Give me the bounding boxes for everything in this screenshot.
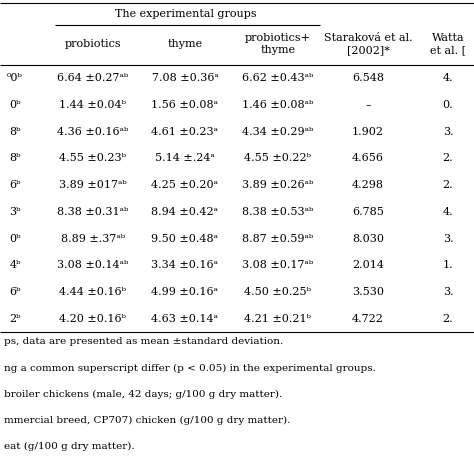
Text: 6.548: 6.548 (352, 73, 384, 83)
Text: 0ᵇ: 0ᵇ (9, 234, 21, 244)
Text: 3.: 3. (443, 234, 453, 244)
Text: 4.50 ±0.25ᵇ: 4.50 ±0.25ᵇ (245, 287, 311, 297)
Text: 9.50 ±0.48ᵃ: 9.50 ±0.48ᵃ (152, 234, 219, 244)
Text: probiotics+
thyme: probiotics+ thyme (245, 33, 311, 55)
Text: 8ᵇ: 8ᵇ (9, 154, 21, 164)
Text: 8.38 ±0.53ᵃᵇ: 8.38 ±0.53ᵃᵇ (242, 207, 314, 217)
Text: 2.: 2. (443, 180, 453, 190)
Text: 4ᵇ: 4ᵇ (9, 260, 21, 270)
Text: 3ᵇ: 3ᵇ (9, 207, 21, 217)
Text: 4.722: 4.722 (352, 314, 384, 324)
Text: 1.: 1. (443, 260, 453, 270)
Text: 7.08 ±0.36ᵃ: 7.08 ±0.36ᵃ (152, 73, 219, 83)
Text: 4.36 ±0.16ᵃᵇ: 4.36 ±0.16ᵃᵇ (57, 127, 128, 137)
Text: 3.08 ±0.14ᵃᵇ: 3.08 ±0.14ᵃᵇ (57, 260, 128, 270)
Text: –: – (365, 100, 371, 110)
Text: 4.20 ±0.16ᵇ: 4.20 ±0.16ᵇ (60, 314, 127, 324)
Text: Staraková et al.
[2002]*: Staraková et al. [2002]* (324, 33, 412, 55)
Text: 1.56 ±0.08ᵃ: 1.56 ±0.08ᵃ (152, 100, 219, 110)
Text: 2.: 2. (443, 154, 453, 164)
Text: 8ᵇ: 8ᵇ (9, 127, 21, 137)
Text: ps, data are presented as mean ±standard deviation.: ps, data are presented as mean ±standard… (4, 337, 283, 346)
Text: 6.64 ±0.27ᵃᵇ: 6.64 ±0.27ᵃᵇ (57, 73, 128, 83)
Text: ng a common superscript differ (p < 0.05) in the experimental groups.: ng a common superscript differ (p < 0.05… (4, 364, 376, 373)
Text: 3.: 3. (443, 127, 453, 137)
Text: 4.55 ±0.22ᵇ: 4.55 ±0.22ᵇ (245, 154, 311, 164)
Text: 6ᵇ: 6ᵇ (9, 287, 21, 297)
Text: 3.: 3. (443, 287, 453, 297)
Text: ⁰0ᵇ: ⁰0ᵇ (7, 73, 23, 83)
Text: 4.44 ±0.16ᵇ: 4.44 ±0.16ᵇ (60, 287, 127, 297)
Text: 6.785: 6.785 (352, 207, 384, 217)
Text: 4.99 ±0.16ᵃ: 4.99 ±0.16ᵃ (152, 287, 219, 297)
Text: 0.: 0. (443, 100, 453, 110)
Text: 3.89 ±017ᵃᵇ: 3.89 ±017ᵃᵇ (59, 180, 127, 190)
Text: Watta
et al. [: Watta et al. [ (430, 33, 466, 55)
Text: 4.: 4. (443, 73, 453, 83)
Text: 1.46 ±0.08ᵃᵇ: 1.46 ±0.08ᵃᵇ (242, 100, 314, 110)
Text: 2.: 2. (443, 314, 453, 324)
Text: 1.902: 1.902 (352, 127, 384, 137)
Text: 3.34 ±0.16ᵃ: 3.34 ±0.16ᵃ (152, 260, 219, 270)
Text: 4.34 ±0.29ᵃᵇ: 4.34 ±0.29ᵃᵇ (242, 127, 314, 137)
Text: 8.94 ±0.42ᵃ: 8.94 ±0.42ᵃ (152, 207, 219, 217)
Text: 8.87 ±0.59ᵃᵇ: 8.87 ±0.59ᵃᵇ (242, 234, 314, 244)
Text: 2.014: 2.014 (352, 260, 384, 270)
Text: 4.298: 4.298 (352, 180, 384, 190)
Text: 4.61 ±0.23ᵃ: 4.61 ±0.23ᵃ (152, 127, 219, 137)
Text: 4.63 ±0.14ᵃ: 4.63 ±0.14ᵃ (152, 314, 219, 324)
Text: 8.030: 8.030 (352, 234, 384, 244)
Text: The experimental groups: The experimental groups (115, 9, 256, 19)
Text: 4.25 ±0.20ᵃ: 4.25 ±0.20ᵃ (152, 180, 219, 190)
Text: 4.656: 4.656 (352, 154, 384, 164)
Text: eat (g/100 g dry matter).: eat (g/100 g dry matter). (4, 441, 135, 451)
Text: 8.38 ±0.31ᵃᵇ: 8.38 ±0.31ᵃᵇ (57, 207, 128, 217)
Text: 1.44 ±0.04ᵇ: 1.44 ±0.04ᵇ (60, 100, 127, 110)
Text: 0ᵇ: 0ᵇ (9, 100, 21, 110)
Text: mmercial breed, CP707) chicken (g/100 g dry matter).: mmercial breed, CP707) chicken (g/100 g … (4, 415, 291, 425)
Text: thyme: thyme (167, 39, 202, 49)
Text: 4.: 4. (443, 207, 453, 217)
Text: 4.21 ±0.21ᵇ: 4.21 ±0.21ᵇ (245, 314, 311, 324)
Text: 6.62 ±0.43ᵃᵇ: 6.62 ±0.43ᵃᵇ (242, 73, 314, 83)
Text: 8.89 ±.37ᵃᵇ: 8.89 ±.37ᵃᵇ (61, 234, 125, 244)
Text: 5.14 ±.24ᵃ: 5.14 ±.24ᵃ (155, 154, 215, 164)
Text: 2ᵇ: 2ᵇ (9, 314, 21, 324)
Text: 4.55 ±0.23ᵇ: 4.55 ±0.23ᵇ (60, 154, 127, 164)
Text: 3.89 ±0.26ᵃᵇ: 3.89 ±0.26ᵃᵇ (242, 180, 314, 190)
Text: 3.530: 3.530 (352, 287, 384, 297)
Text: 3.08 ±0.17ᵃᵇ: 3.08 ±0.17ᵃᵇ (242, 260, 314, 270)
Text: 6ᵇ: 6ᵇ (9, 180, 21, 190)
Text: broiler chickens (male, 42 days; g/100 g dry matter).: broiler chickens (male, 42 days; g/100 g… (4, 390, 282, 399)
Text: probiotics: probiotics (64, 39, 121, 49)
